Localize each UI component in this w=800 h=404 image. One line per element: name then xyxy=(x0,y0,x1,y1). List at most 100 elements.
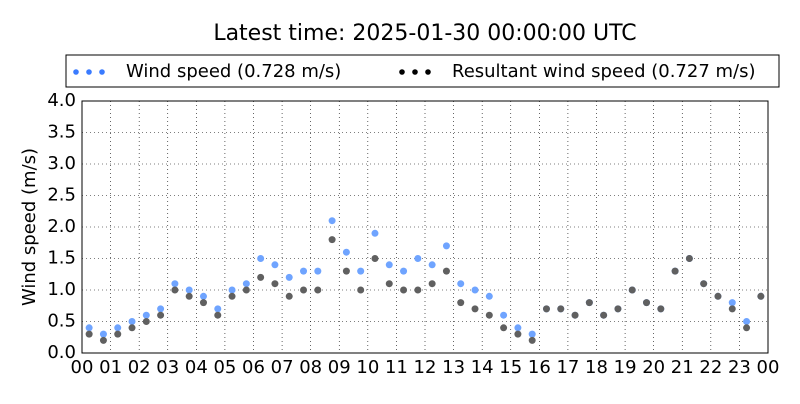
data-point xyxy=(385,261,393,269)
data-point xyxy=(743,324,751,332)
data-point xyxy=(471,286,479,294)
x-tick-label: 07 xyxy=(271,357,294,378)
legend-box xyxy=(65,54,780,88)
x-tick-label: 19 xyxy=(614,357,637,378)
data-point xyxy=(128,324,136,332)
data-point xyxy=(171,286,179,294)
data-point xyxy=(571,311,579,319)
data-point xyxy=(142,311,150,319)
x-tick-label: 08 xyxy=(299,357,322,378)
data-point xyxy=(257,273,265,281)
data-point xyxy=(557,305,565,313)
chart-title: Latest time: 2025-01-30 00:00:00 UTC xyxy=(213,21,636,46)
x-tick-label: 23 xyxy=(728,357,751,378)
data-point xyxy=(128,318,136,325)
data-point xyxy=(85,324,93,332)
data-point xyxy=(214,311,222,319)
data-point xyxy=(428,261,436,269)
data-point xyxy=(99,330,107,338)
x-tick-label: 20 xyxy=(642,357,665,378)
data-point xyxy=(328,217,336,225)
data-point xyxy=(600,311,608,319)
data-point xyxy=(342,267,350,275)
data-point xyxy=(342,248,350,256)
x-tick-label: 22 xyxy=(699,357,722,378)
data-point xyxy=(385,280,393,288)
x-tick-label: 18 xyxy=(585,357,608,378)
data-point xyxy=(400,267,408,275)
x-tick-label: 10 xyxy=(356,357,379,378)
data-point xyxy=(457,299,465,307)
legend-marker xyxy=(425,69,431,75)
data-point xyxy=(757,292,765,300)
x-tick-label: 00 xyxy=(71,357,94,378)
data-point xyxy=(414,255,422,262)
data-point xyxy=(500,311,508,319)
data-point xyxy=(743,318,751,325)
data-point xyxy=(657,305,665,313)
legend-label: Wind speed (0.728 m/s) xyxy=(126,61,341,82)
data-point xyxy=(271,280,279,288)
data-point xyxy=(114,324,122,332)
data-point xyxy=(400,286,408,294)
x-tick-label: 00 xyxy=(757,357,780,378)
data-point xyxy=(685,255,693,262)
x-tick-label: 16 xyxy=(528,357,551,378)
data-point xyxy=(357,286,365,294)
data-point xyxy=(185,292,193,300)
x-tick-label: 04 xyxy=(185,357,208,378)
data-point xyxy=(285,273,293,281)
legend-marker xyxy=(399,69,405,75)
y-tick-label: 0.0 xyxy=(47,342,76,363)
x-tick-label: 06 xyxy=(242,357,265,378)
x-tick-label: 17 xyxy=(556,357,579,378)
data-point xyxy=(228,292,236,300)
data-point xyxy=(300,267,308,275)
data-point xyxy=(99,336,107,344)
x-tick-label: 09 xyxy=(328,357,351,378)
data-point xyxy=(257,255,265,262)
data-point xyxy=(471,305,479,313)
legend-marker xyxy=(99,69,105,75)
x-tick-label: 12 xyxy=(414,357,437,378)
data-point xyxy=(714,292,722,300)
data-point xyxy=(428,280,436,288)
data-point xyxy=(314,267,322,275)
data-point xyxy=(442,267,450,275)
y-tick-label: 1.5 xyxy=(47,248,76,269)
legend-label: Resultant wind speed (0.727 m/s) xyxy=(452,61,756,82)
x-tick-label: 05 xyxy=(213,357,236,378)
data-point xyxy=(500,324,508,332)
x-tick-label: 15 xyxy=(499,357,522,378)
data-point xyxy=(142,318,150,325)
y-tick-label: 0.5 xyxy=(47,311,76,332)
y-tick-label: 3.0 xyxy=(47,153,76,174)
x-tick-label: 01 xyxy=(99,357,122,378)
data-point xyxy=(314,286,322,294)
data-point xyxy=(514,324,522,332)
data-point xyxy=(85,330,93,338)
data-point xyxy=(242,286,250,294)
data-point xyxy=(614,305,622,313)
x-tick-label: 03 xyxy=(156,357,179,378)
data-point xyxy=(185,286,193,294)
data-point xyxy=(199,299,207,307)
data-point xyxy=(114,330,122,338)
data-point xyxy=(643,299,651,307)
data-point xyxy=(628,286,636,294)
y-tick-label: 2.5 xyxy=(47,185,76,206)
data-point xyxy=(485,311,493,319)
data-point xyxy=(528,330,536,338)
y-tick-label: 1.0 xyxy=(47,279,76,300)
data-point xyxy=(199,292,207,300)
y-axis-label: Wind speed (m/s) xyxy=(19,148,40,306)
data-point xyxy=(157,305,165,313)
data-point xyxy=(228,286,236,294)
x-tick-label: 02 xyxy=(128,357,151,378)
data-point xyxy=(585,299,593,307)
data-point xyxy=(157,311,165,319)
data-point xyxy=(171,280,179,288)
plot-frame xyxy=(81,100,769,354)
legend-marker xyxy=(86,69,92,75)
